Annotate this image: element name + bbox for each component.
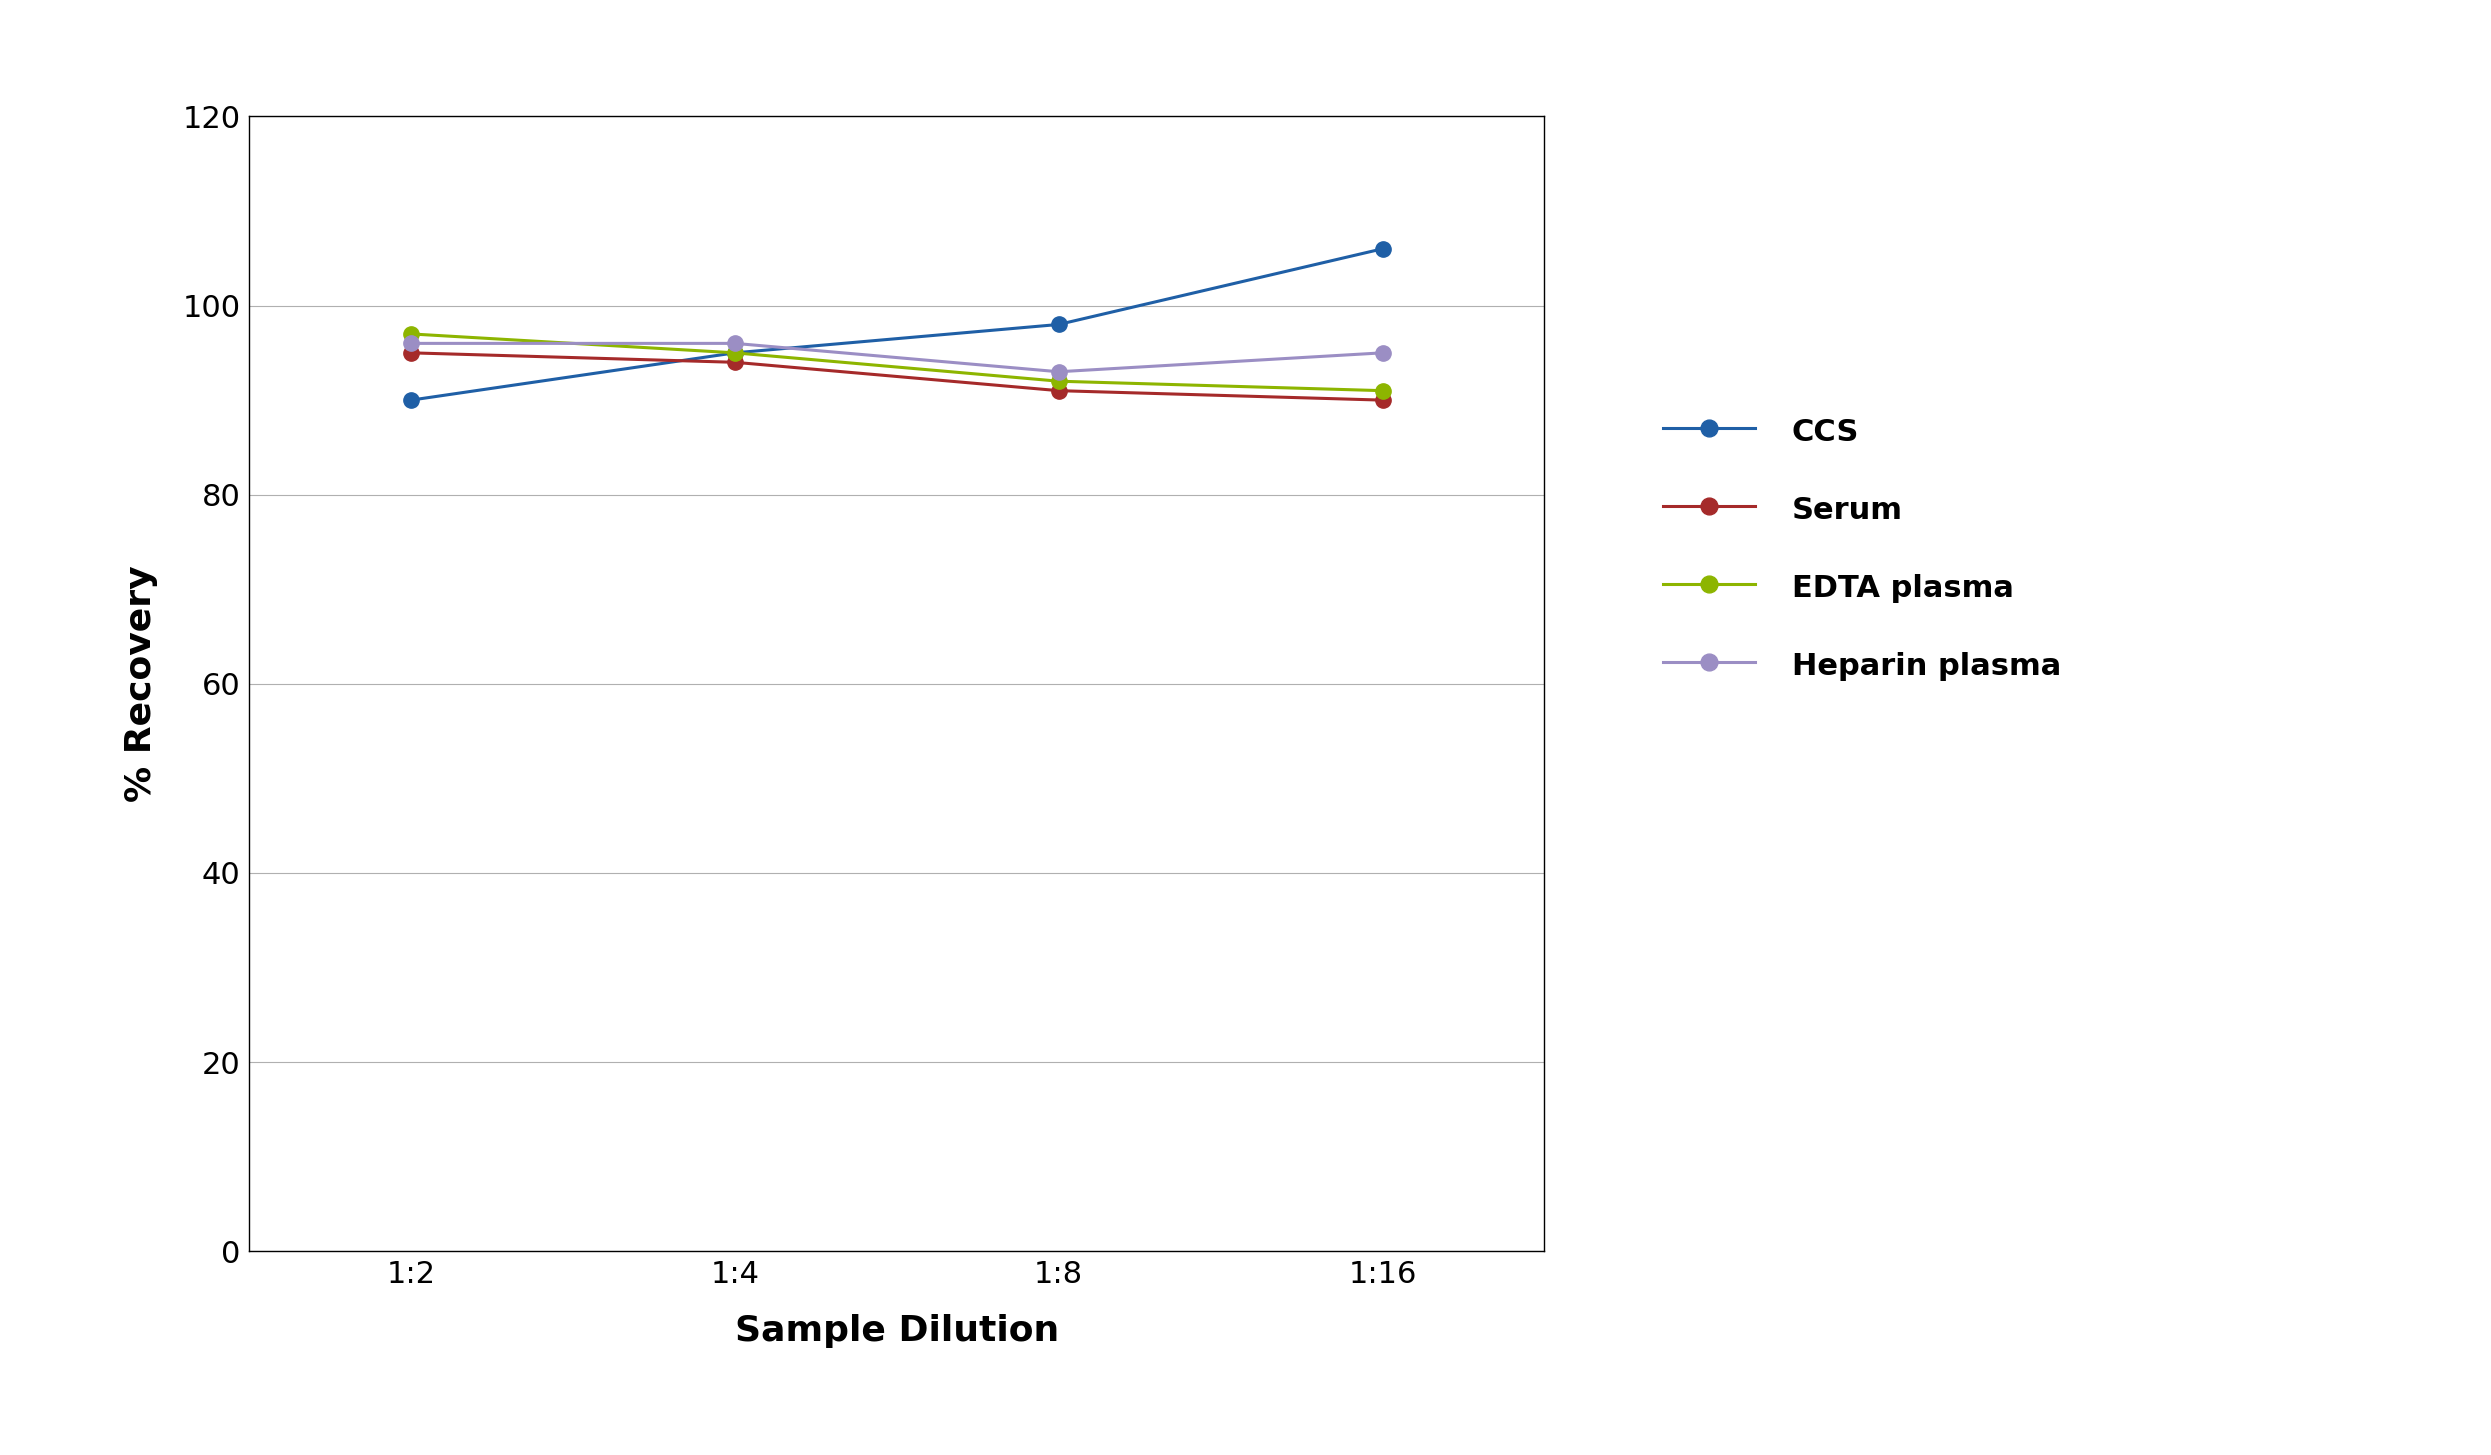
Heparin plasma: [396, 335, 426, 352]
EDTA plasma: [396, 324, 426, 342]
Legend: CCS, Serum, EDTA plasma, Heparin plasma: CCS, Serum, EDTA plasma, Heparin plasma: [1664, 416, 2060, 681]
EDTA plasma: [1368, 381, 1397, 399]
Heparin plasma: [720, 335, 750, 352]
EDTA plasma: [720, 343, 750, 361]
Line: EDTA plasma: EDTA plasma: [404, 326, 1390, 399]
Y-axis label: % Recovery: % Recovery: [125, 566, 157, 802]
X-axis label: Sample Dilution: Sample Dilution: [735, 1314, 1059, 1347]
Serum: [396, 343, 426, 361]
CCS: [1368, 240, 1397, 258]
Serum: [1044, 381, 1074, 399]
Line: Heparin plasma: Heparin plasma: [404, 336, 1390, 380]
CCS: [396, 391, 426, 409]
EDTA plasma: [1044, 372, 1074, 390]
Line: CCS: CCS: [404, 242, 1390, 407]
CCS: [720, 343, 750, 361]
Line: Serum: Serum: [404, 345, 1390, 407]
Heparin plasma: [1368, 343, 1397, 361]
Heparin plasma: [1044, 362, 1074, 380]
Serum: [720, 354, 750, 371]
Serum: [1368, 391, 1397, 409]
CCS: [1044, 316, 1074, 333]
